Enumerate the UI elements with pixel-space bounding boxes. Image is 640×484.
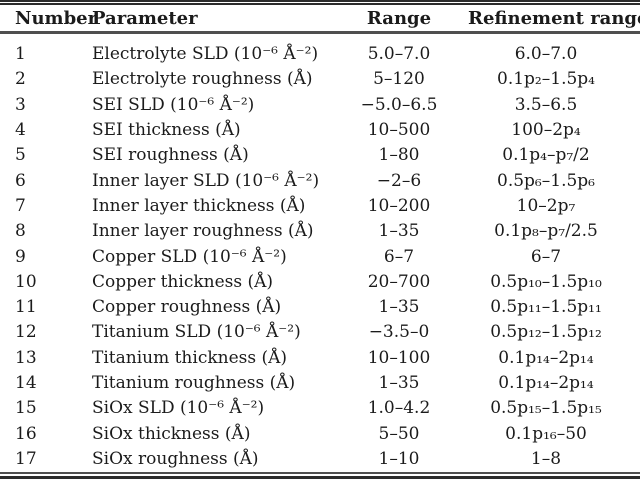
table-top-rule-outer bbox=[0, 0, 640, 2]
row-refinement: 0.1p₁₄–2p₁₄ bbox=[498, 347, 594, 368]
row-refinement: 3.5–6.5 bbox=[514, 94, 578, 115]
row-number: 17 bbox=[15, 448, 37, 469]
row-refinement: 1–8 bbox=[530, 448, 562, 469]
table-row: 16 SiOx thickness (Å) 5–50 0.1p₁₆–50 bbox=[0, 421, 640, 446]
table-row: 1 Electrolyte SLD (10⁻⁶ Å⁻²) 5.0–7.0 6.0… bbox=[0, 33, 640, 68]
row-parameter: SEI SLD (10⁻⁶ Å⁻²) bbox=[92, 94, 255, 115]
row-number: 15 bbox=[15, 398, 37, 419]
row-number: 14 bbox=[15, 373, 37, 393]
row-parameter: SEI roughness (Å) bbox=[92, 145, 249, 166]
row-refinement: 0.1p₁₄–2p₁₄ bbox=[498, 373, 594, 393]
row-parameter: Inner layer roughness (Å) bbox=[92, 221, 314, 242]
row-parameter: Copper thickness (Å) bbox=[92, 271, 274, 292]
row-range: 1.0–4.2 bbox=[367, 398, 431, 419]
row-number: 7 bbox=[15, 195, 26, 216]
row-range: 6–7 bbox=[383, 246, 415, 267]
row-range: 10–200 bbox=[367, 195, 431, 216]
row-number: 10 bbox=[15, 271, 37, 292]
row-parameter: Titanium SLD (10⁻⁶ Å⁻²) bbox=[92, 322, 301, 343]
row-number: 16 bbox=[15, 423, 37, 444]
row-range: 5.0–7.0 bbox=[367, 44, 431, 65]
row-number: 5 bbox=[15, 145, 26, 166]
row-refinement: 0.5p₁₀–1.5p₁₀ bbox=[490, 271, 602, 292]
row-number: 1 bbox=[15, 44, 26, 65]
header-parameter: Parameter bbox=[92, 5, 330, 34]
row-parameter: SiOx thickness (Å) bbox=[92, 423, 251, 444]
table-row: 10 Copper thickness (Å) 20–700 0.5p₁₀–1.… bbox=[0, 270, 640, 295]
row-refinement: 0.5p₁₅–1.5p₁₅ bbox=[490, 398, 602, 419]
row-range: 5–120 bbox=[373, 69, 425, 90]
row-parameter: Titanium thickness (Å) bbox=[92, 347, 288, 368]
row-range: −5.0–6.5 bbox=[360, 94, 438, 115]
row-number: 4 bbox=[15, 120, 26, 141]
row-refinement: 6–7 bbox=[530, 246, 562, 267]
table-row: 13 Titanium thickness (Å) 10–100 0.1p₁₄–… bbox=[0, 346, 640, 371]
row-parameter: Copper roughness (Å) bbox=[92, 297, 282, 318]
row-range: 1–35 bbox=[378, 373, 420, 393]
row-range: 20–700 bbox=[367, 271, 431, 292]
header-number: Number bbox=[0, 5, 97, 34]
row-refinement: 0.5p₆–1.5p₆ bbox=[497, 170, 595, 191]
row-parameter: Copper SLD (10⁻⁶ Å⁻²) bbox=[92, 246, 287, 267]
row-refinement: 0.1p₈–p₇/2.5 bbox=[494, 221, 598, 242]
table-bottom-rule-outer bbox=[0, 476, 640, 480]
row-number: 13 bbox=[15, 347, 37, 368]
row-refinement: 6.0–7.0 bbox=[514, 44, 578, 65]
row-number: 8 bbox=[15, 221, 26, 242]
table-row: 14 Titanium roughness (Å) 1–35 0.1p₁₄–2p… bbox=[0, 371, 640, 396]
table-row: 4 SEI thickness (Å) 10–500 100–2p₄ bbox=[0, 118, 640, 143]
row-number: 12 bbox=[15, 322, 37, 343]
row-number: 3 bbox=[15, 94, 26, 115]
row-refinement: 10–2p₇ bbox=[516, 195, 576, 216]
row-number: 11 bbox=[15, 297, 37, 318]
table-row: 11 Copper roughness (Å) 1–35 0.5p₁₁–1.5p… bbox=[0, 295, 640, 320]
table-row: 3 SEI SLD (10⁻⁶ Å⁻²) −5.0–6.5 3.5–6.5 bbox=[0, 93, 640, 118]
table-row: 6 Inner layer SLD (10⁻⁶ Å⁻²) −2–6 0.5p₆–… bbox=[0, 168, 640, 193]
row-range: 1–80 bbox=[378, 145, 420, 166]
row-refinement: 0.5p₁₁–1.5p₁₁ bbox=[490, 297, 602, 318]
table-header: Number Parameter Range Refinement range bbox=[0, 5, 640, 34]
table-row: 12 Titanium SLD (10⁻⁶ Å⁻²) −3.5–0 0.5p₁₂… bbox=[0, 320, 640, 345]
row-parameter: SiOx roughness (Å) bbox=[92, 448, 259, 469]
row-refinement: 0.1p₂–1.5p₄ bbox=[497, 69, 595, 90]
header-row: Number Parameter Range Refinement range bbox=[0, 5, 640, 34]
table-row: 9 Copper SLD (10⁻⁶ Å⁻²) 6–7 6–7 bbox=[0, 244, 640, 269]
table-row: 5 SEI roughness (Å) 1–80 0.1p₄–p₇/2 bbox=[0, 143, 640, 168]
row-parameter: SEI thickness (Å) bbox=[92, 120, 241, 141]
table-row: 15 SiOx SLD (10⁻⁶ Å⁻²) 1.0–4.2 0.5p₁₅–1.… bbox=[0, 396, 640, 421]
table-row: 17 SiOx roughness (Å) 1–10 1–8 bbox=[0, 447, 640, 472]
row-refinement: 0.1p₁₆–50 bbox=[505, 423, 587, 444]
row-range: 1–35 bbox=[378, 221, 420, 242]
header-range: Range bbox=[330, 5, 468, 34]
row-range: 10–500 bbox=[367, 120, 431, 141]
row-range: 10–100 bbox=[367, 347, 431, 368]
row-refinement: 0.1p₄–p₇/2 bbox=[502, 145, 590, 166]
row-parameter: Inner layer SLD (10⁻⁶ Å⁻²) bbox=[92, 170, 320, 191]
table-row: 2 Electrolyte roughness (Å) 5–120 0.1p₂–… bbox=[0, 67, 640, 92]
table-row: 8 Inner layer roughness (Å) 1–35 0.1p₈–p… bbox=[0, 219, 640, 244]
table-bottom-rule-inner bbox=[0, 472, 640, 475]
row-refinement: 100–2p₄ bbox=[511, 120, 581, 141]
row-parameter: Titanium roughness (Å) bbox=[92, 373, 296, 393]
header-refinement-range: Refinement range bbox=[468, 5, 640, 34]
row-parameter: SiOx SLD (10⁻⁶ Å⁻²) bbox=[92, 398, 265, 419]
table-row: 7 Inner layer thickness (Å) 10–200 10–2p… bbox=[0, 194, 640, 219]
row-parameter: Inner layer thickness (Å) bbox=[92, 195, 306, 216]
row-range: 5–50 bbox=[378, 423, 420, 444]
table-body: 1 Electrolyte SLD (10⁻⁶ Å⁻²) 5.0–7.0 6.0… bbox=[0, 33, 640, 473]
row-parameter: Electrolyte roughness (Å) bbox=[92, 69, 313, 90]
row-range: 1–10 bbox=[378, 448, 420, 469]
table-top-rule-inner bbox=[0, 3, 640, 5]
row-range: −2–6 bbox=[376, 170, 422, 191]
row-range: 1–35 bbox=[378, 297, 420, 318]
row-range: −3.5–0 bbox=[368, 322, 430, 343]
row-number: 6 bbox=[15, 170, 26, 191]
row-refinement: 0.5p₁₂–1.5p₁₂ bbox=[490, 322, 602, 343]
parameter-table: Number Parameter Range Refinement range … bbox=[0, 5, 640, 472]
row-number: 9 bbox=[15, 246, 26, 267]
row-parameter: Electrolyte SLD (10⁻⁶ Å⁻²) bbox=[92, 44, 319, 65]
row-number: 2 bbox=[15, 69, 26, 90]
